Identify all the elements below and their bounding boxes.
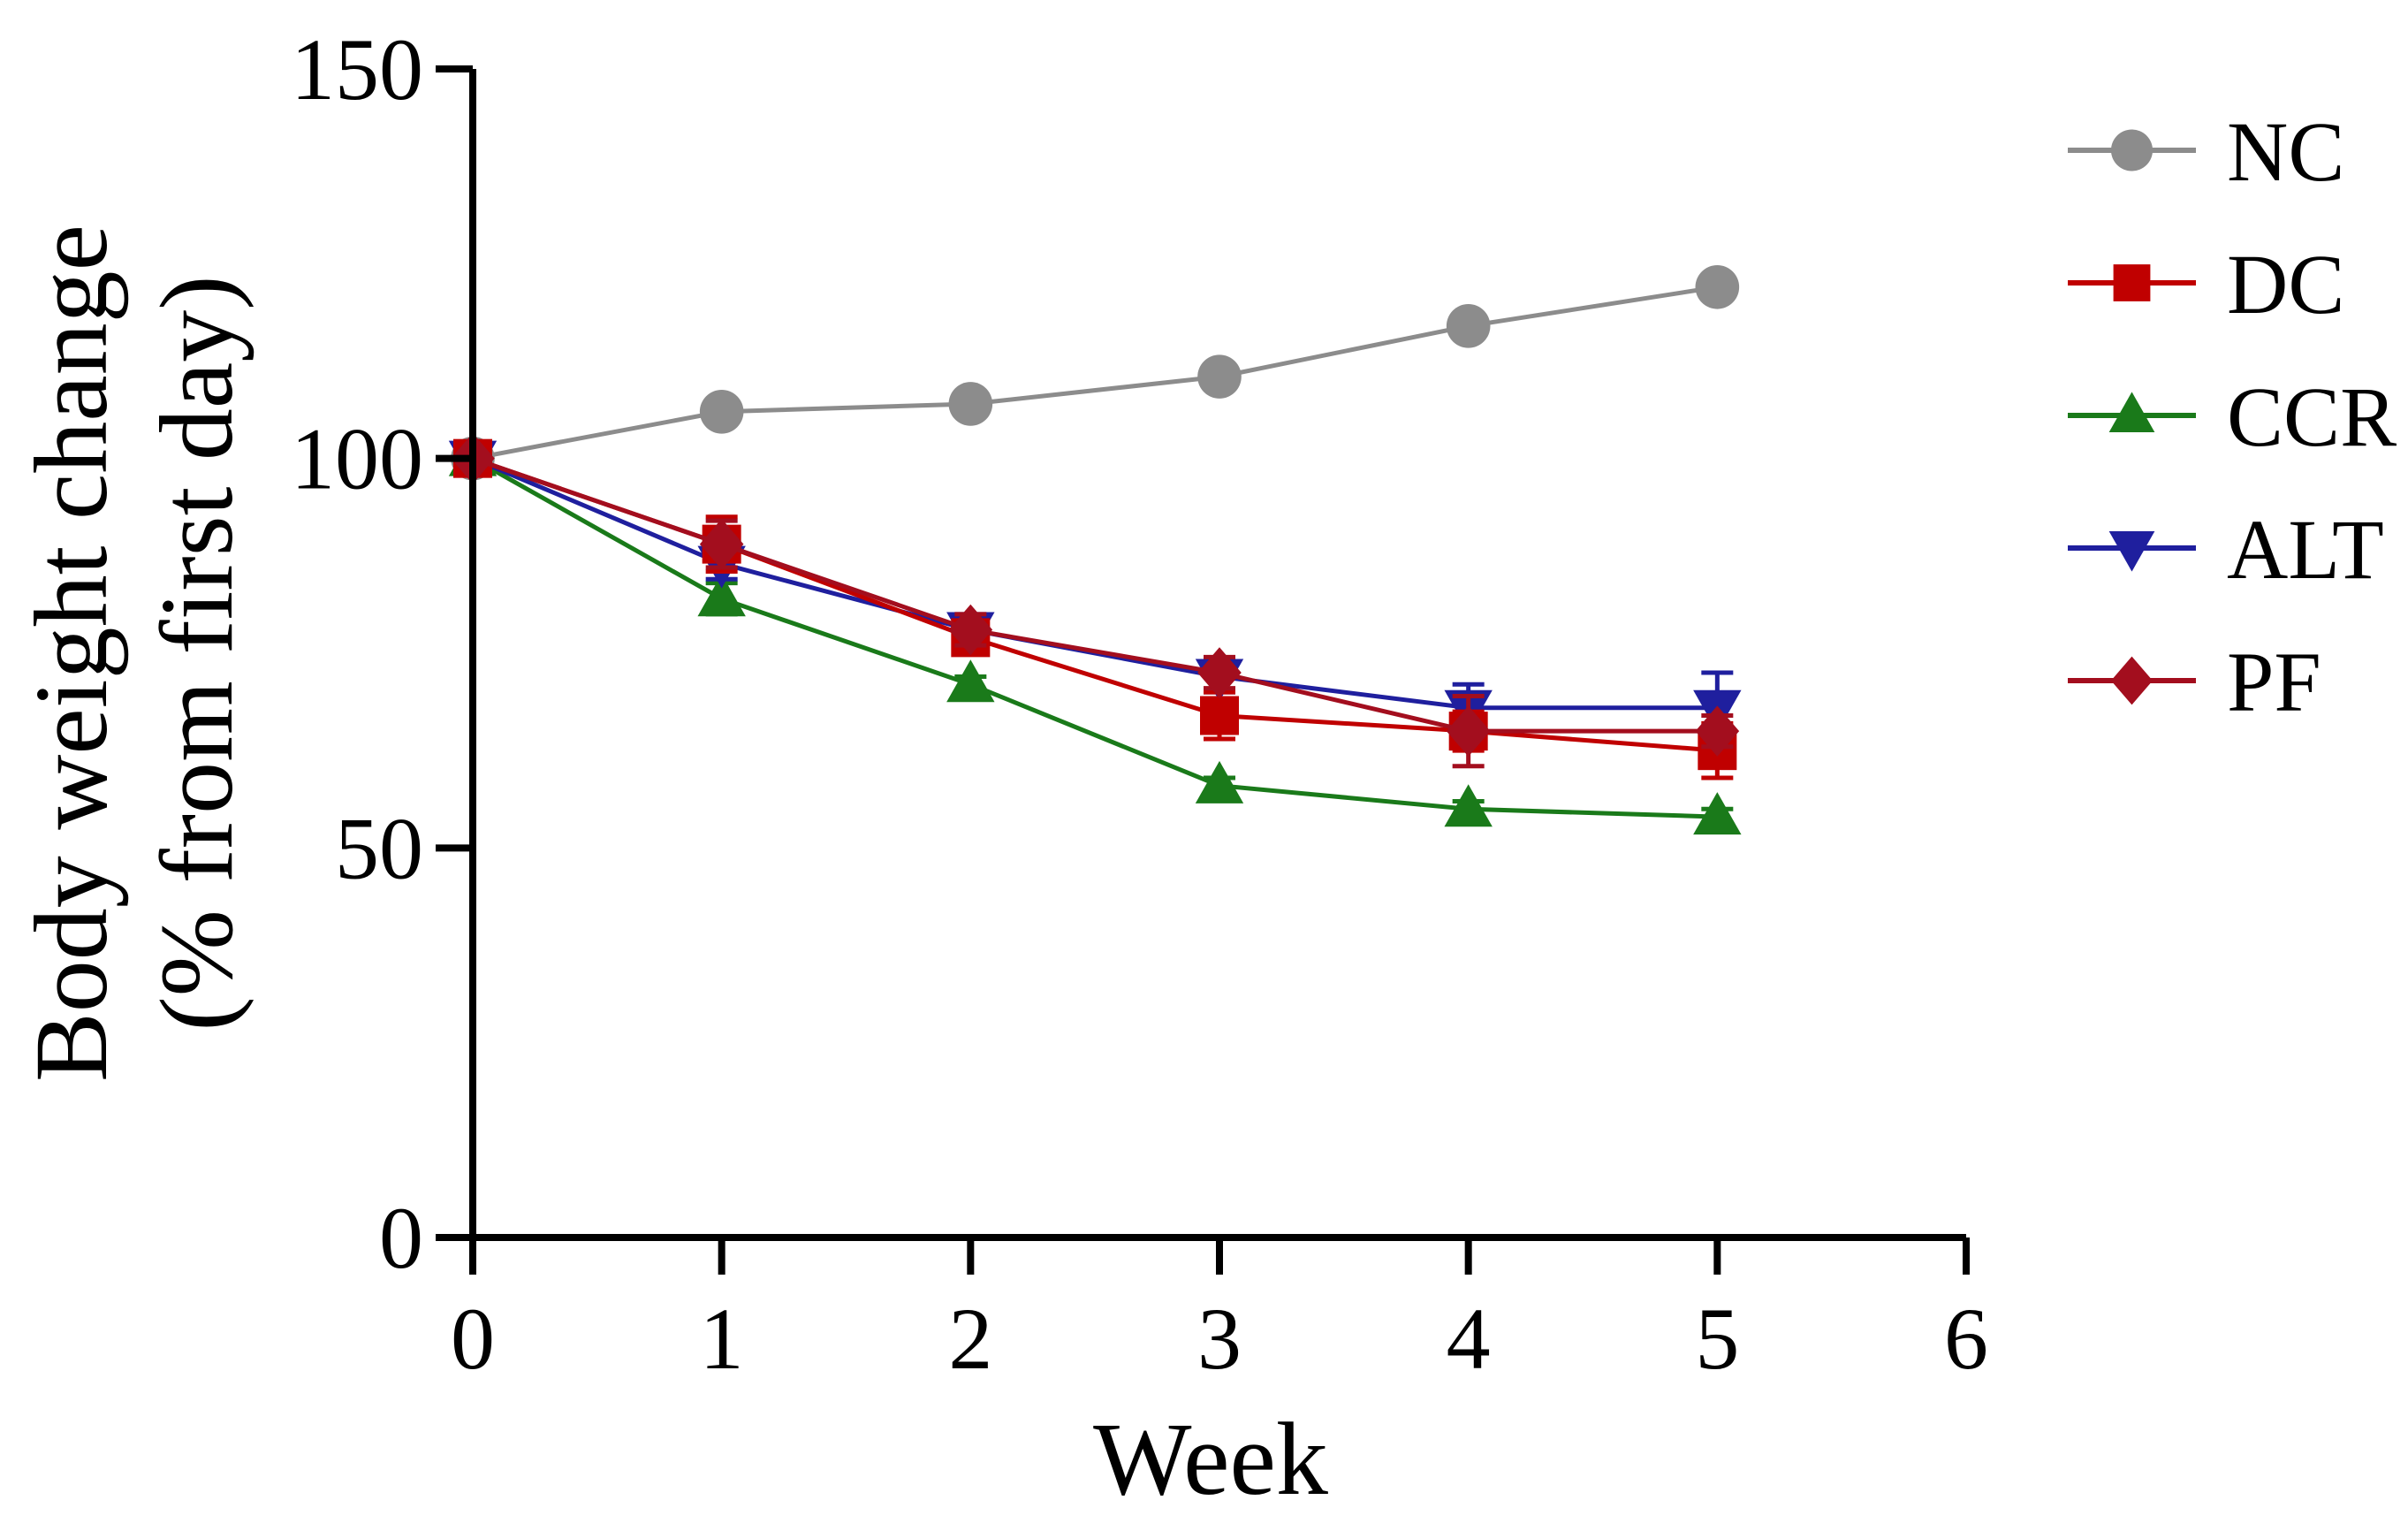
legend-item-pf: PF <box>2068 635 2321 729</box>
x-tick-label: 6 <box>1944 1290 1988 1388</box>
legend-label-ccr: CCR <box>2227 369 2397 464</box>
y-axis-title-line1: Body weight change <box>13 225 129 1082</box>
ticks: 0 1 2 3 4 5 6 0 50 100 150 <box>291 20 1988 1388</box>
series-line-alt <box>472 456 1718 711</box>
legend-label-pf: PF <box>2227 635 2321 729</box>
data-point-nc <box>1197 354 1242 399</box>
x-tick-label: 4 <box>1447 1290 1491 1388</box>
legend-item-ccr: CCR <box>2068 369 2397 464</box>
data-point-ccr <box>1693 792 1742 835</box>
legend-label-alt: ALT <box>2227 502 2384 597</box>
data-point-pf <box>1695 705 1740 757</box>
y-tick-label: 0 <box>379 1189 423 1287</box>
data-point-pf <box>948 604 993 656</box>
x-tick-label: 2 <box>948 1290 992 1388</box>
y-tick-label: 100 <box>291 410 423 508</box>
legend-marker-nc <box>2110 129 2154 171</box>
x-tick-label: 5 <box>1695 1290 1739 1388</box>
y-tick-label: 150 <box>291 20 423 118</box>
data-point-ccr <box>946 659 995 703</box>
series-dc <box>453 438 1737 781</box>
x-tick-label: 3 <box>1197 1290 1242 1388</box>
series-nc <box>451 264 1740 481</box>
series-ccr <box>448 433 1742 835</box>
legend-item-alt: ALT <box>2068 502 2384 597</box>
legend-item-nc: NC <box>2068 104 2344 199</box>
legend-marker-ccr <box>2108 392 2155 432</box>
legend-label-nc: NC <box>2227 104 2344 199</box>
data-point-dc <box>1200 696 1239 735</box>
legend-marker-dc <box>2113 264 2151 301</box>
data-point-nc <box>948 382 993 426</box>
y-tick-label: 50 <box>335 799 423 897</box>
series-pf <box>451 432 1740 769</box>
legend-marker-pf <box>2110 656 2154 705</box>
data-point-nc <box>1695 264 1740 309</box>
series-line-ccr <box>471 456 1718 819</box>
legend-item-dc: DC <box>2068 237 2344 331</box>
data-point-pf <box>699 518 744 570</box>
plot-area <box>448 264 1742 835</box>
x-tick-label: 1 <box>700 1290 744 1388</box>
legend-label-dc: DC <box>2227 237 2344 331</box>
legend-marker-alt <box>2108 531 2155 572</box>
data-point-ccr <box>1444 784 1493 827</box>
data-point-ccr <box>1195 760 1244 803</box>
data-point-pf <box>1446 705 1491 757</box>
x-tick-label: 0 <box>451 1290 495 1388</box>
y-axis-title-line2: (% from first day) <box>139 275 254 1031</box>
data-point-pf <box>1197 647 1242 698</box>
x-axis-title: Week <box>1093 1401 1328 1517</box>
series-line-pf <box>472 456 1718 734</box>
legend: NC DC CCR ALT PF <box>2068 104 2397 729</box>
series-alt <box>448 440 1742 745</box>
data-point-nc <box>699 389 744 434</box>
data-point-ccr <box>697 574 746 617</box>
data-point-nc <box>1446 304 1491 348</box>
series-line-nc <box>472 285 1718 461</box>
